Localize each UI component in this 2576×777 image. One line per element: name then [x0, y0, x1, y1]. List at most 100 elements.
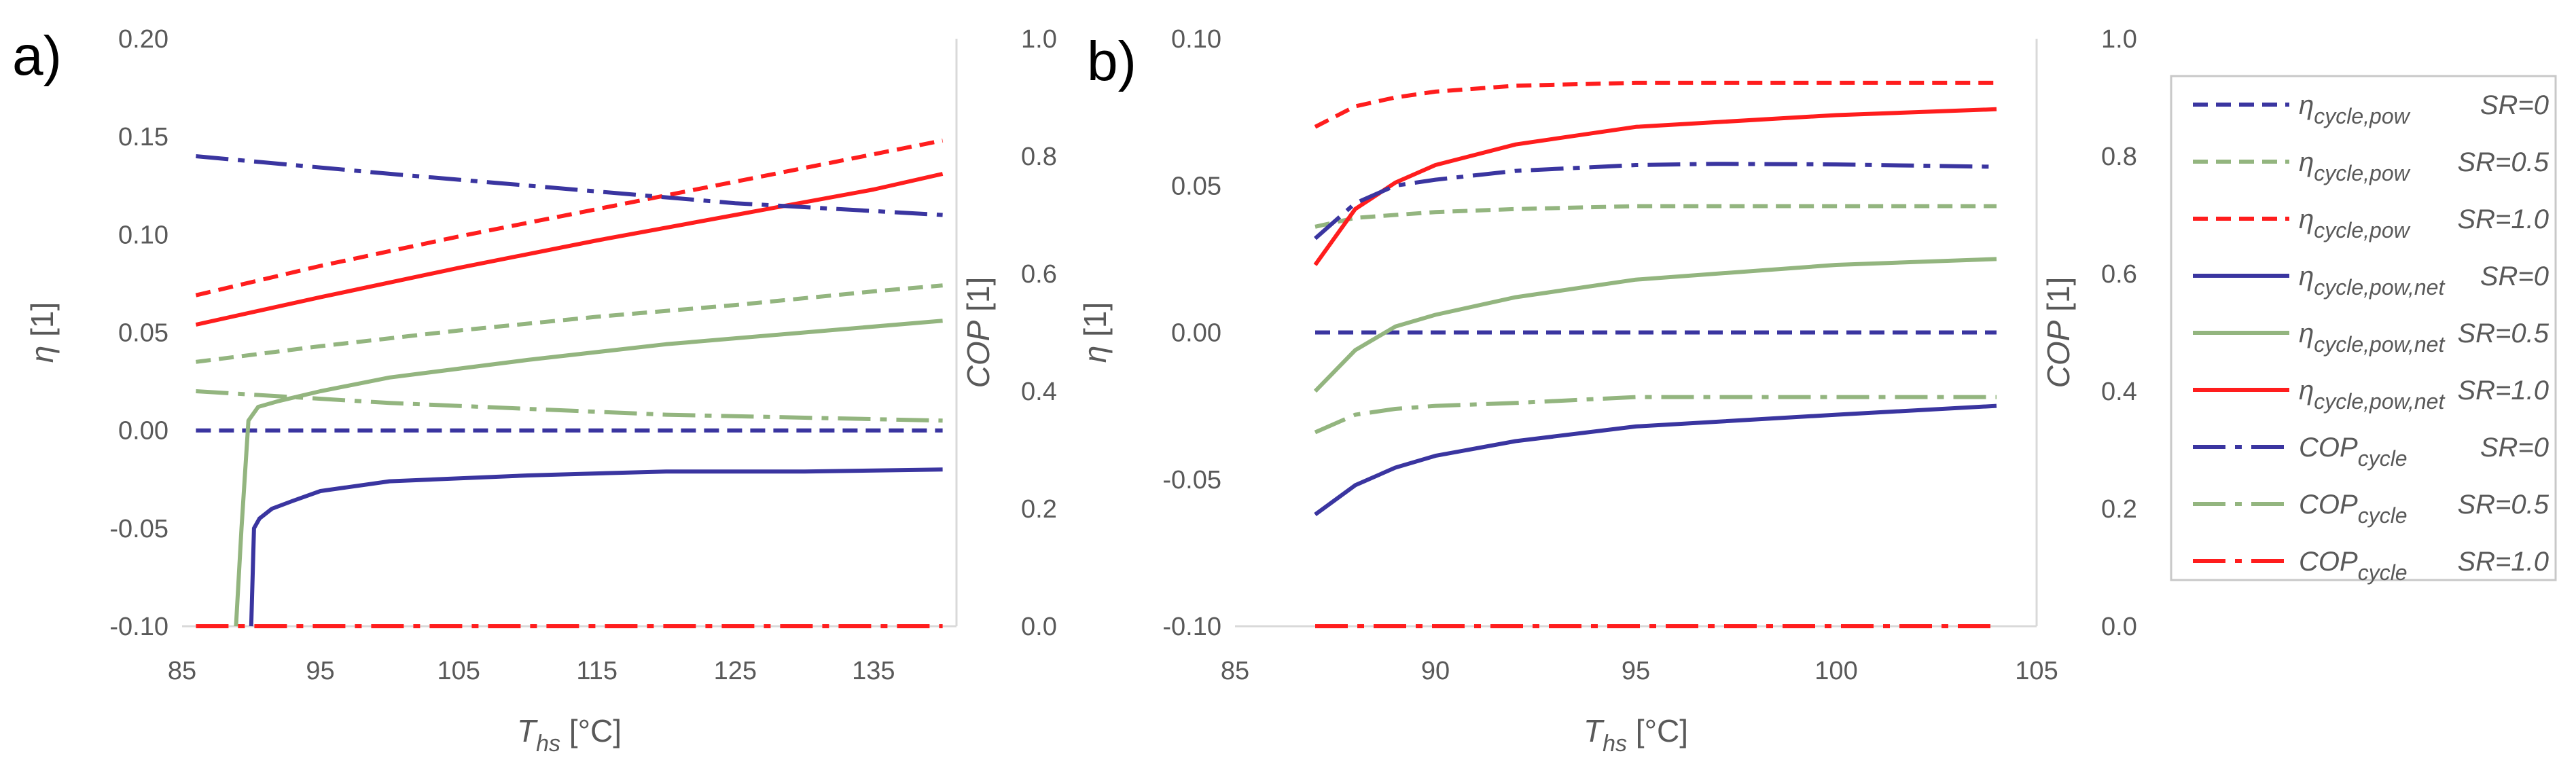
legend-symbol: η [2299, 319, 2314, 348]
y-left-tick-label: 0.00 [1171, 319, 1221, 348]
series-line-dashdot-sr-0 [196, 154, 943, 217]
series-line-solid-sr-1-0 [195, 172, 944, 327]
legend-subscript: cycle [2358, 446, 2408, 471]
series-line-dash-sr-1-0 [1314, 80, 1997, 129]
legend-label: ηcycle,pow [2299, 204, 2411, 242]
legend-symbol: η [2299, 204, 2314, 234]
legend-subscript: cycle,pow [2314, 161, 2410, 185]
series-line-solid-sr-0-5 [234, 319, 943, 627]
y-right-axis-symbol: COP [2041, 320, 2076, 388]
y-right-tick-label: 1.0 [2101, 25, 2137, 54]
x-axis-title: Ths [°C] [1584, 713, 1688, 757]
x-tick-label: 90 [1421, 657, 1450, 685]
panel-a-chart: 85 95 105 115 125 135 -0.10 -0.05 0.00 0.05 0.10 0.… [12, 25, 1057, 757]
legend-label: ηcycle,pow,net [2299, 376, 2445, 414]
y-left-axis-title: η [1] [1077, 302, 1113, 363]
legend-symbol: η [2299, 147, 2314, 177]
y-left-tick-label: 0.05 [118, 319, 168, 348]
y-right-axis-title: COP [1] [961, 277, 996, 388]
legend-subscript: cycle,pow [2314, 218, 2410, 242]
panel-label: a) [12, 25, 62, 87]
x-tick-label: 115 [576, 657, 618, 685]
legend-label: ηcycle,pow [2299, 147, 2411, 185]
series-line-dashdot-sr-0-5 [1314, 395, 1997, 435]
series-line-dashdot-sr-0 [1314, 162, 1997, 240]
series-line-solid-sr-0 [1314, 403, 1997, 517]
y-right-tick-label: 0.6 [2101, 260, 2137, 289]
y-left-tick-label: 0.10 [118, 221, 168, 249]
x-tick-label: 105 [437, 657, 480, 685]
series-line-dash-sr-0-5 [1314, 204, 1997, 229]
legend-label: COPcycle [2299, 433, 2408, 471]
legend-subscript: cycle,pow [2314, 104, 2410, 128]
x-axis-title-subscript: hs [536, 731, 560, 757]
y-right-tick-label: 0.4 [1021, 378, 1057, 406]
x-tick-label: 95 [1622, 657, 1650, 685]
legend-box [2170, 75, 2557, 581]
y-left-axis-unit: [1] [1077, 302, 1113, 346]
y-right-axis-unit: [1] [961, 277, 996, 321]
legend-label: COPcycle [2299, 547, 2408, 585]
y-right-axis-unit: [1] [2041, 277, 2076, 321]
y-left-axis-symbol: η [24, 346, 60, 363]
legend-sr-label: SR=1.0 [2457, 376, 2549, 405]
y-right-tick-label: 0.4 [2101, 378, 2137, 406]
x-axis-title-symbol: T [517, 713, 538, 748]
legend-sr-label: SR=0.5 [2457, 319, 2549, 348]
y-right-axis-title: COP [1] [2041, 277, 2076, 388]
y-right-tick-label: 0.2 [1021, 495, 1057, 524]
x-axis-title: Ths [°C] [517, 713, 622, 757]
y-right-axis-symbol: COP [961, 320, 996, 388]
legend-sr-label: SR=0 [2480, 433, 2549, 463]
x-axis-title-unit: [°C] [560, 713, 622, 748]
legend-sr-label: SR=1.0 [2457, 204, 2549, 234]
legend-symbol: COP [2299, 433, 2358, 463]
y-right-tick-label: 0.6 [1021, 260, 1057, 289]
legend-sr-label: SR=0.5 [2457, 490, 2549, 520]
y-left-tick-label: -0.05 [1162, 466, 1221, 494]
legend-sr-label: SR=0 [2480, 90, 2549, 120]
x-tick-label: 85 [1221, 657, 1249, 685]
legend-label: COPcycle [2299, 490, 2408, 528]
series-line-solid-sr-0 [249, 467, 943, 627]
legend-label: ηcycle,pow,net [2299, 319, 2445, 357]
x-tick-label: 95 [306, 657, 334, 685]
legend-symbol: COP [2299, 490, 2358, 520]
x-tick-label: 85 [168, 657, 196, 685]
series-line-solid-sr-0-5 [1313, 257, 1997, 393]
y-right-tick-label: 1.0 [1021, 25, 1057, 54]
y-right-tick-label: 0.2 [2101, 495, 2137, 524]
legend-sr-label: SR=0 [2480, 261, 2549, 291]
y-right-tick-label: 0.0 [2101, 613, 2137, 641]
y-left-tick-label: -0.10 [1162, 613, 1221, 641]
panel-b-chart: 85 90 95 100 105 -0.10 -0.05 0.00 0.05 0.10 0.0 0.2… [1077, 25, 2137, 757]
y-left-tick-label: 0.15 [118, 123, 168, 151]
y-left-tick-label: 0.10 [1171, 25, 1221, 54]
x-axis-title-symbol: T [1584, 713, 1605, 748]
legend-label: ηcycle,pow,net [2299, 261, 2445, 300]
y-left-tick-label: 0.05 [1171, 172, 1221, 200]
series-line-solid-sr-1-0 [1313, 107, 1997, 266]
x-axis-title-unit: [°C] [1627, 713, 1688, 748]
legend-subscript: cycle [2358, 503, 2408, 528]
panel-label: b) [1087, 31, 1137, 92]
x-tick-label: 105 [2015, 657, 2058, 685]
y-left-axis-title: η [1] [24, 302, 60, 363]
y-left-tick-label: 0.20 [118, 25, 168, 54]
y-left-axis-symbol: η [1077, 346, 1113, 363]
y-left-tick-label: -0.10 [109, 613, 168, 641]
y-right-tick-label: 0.8 [2101, 143, 2137, 171]
legend-symbol: COP [2299, 547, 2358, 577]
series-line-dashdot-sr-0-5 [196, 389, 943, 423]
x-axis-title-subscript: hs [1603, 731, 1627, 757]
legend-subscript: cycle,pow,net [2314, 275, 2445, 300]
legend-symbol: η [2299, 376, 2314, 405]
legend-subscript: cycle [2358, 560, 2408, 585]
y-left-axis-unit: [1] [24, 302, 60, 346]
legend-sr-label: SR=0.5 [2457, 147, 2549, 177]
x-tick-label: 100 [1814, 657, 1857, 685]
x-tick-label: 135 [852, 657, 895, 685]
y-left-tick-label: -0.05 [109, 515, 168, 543]
